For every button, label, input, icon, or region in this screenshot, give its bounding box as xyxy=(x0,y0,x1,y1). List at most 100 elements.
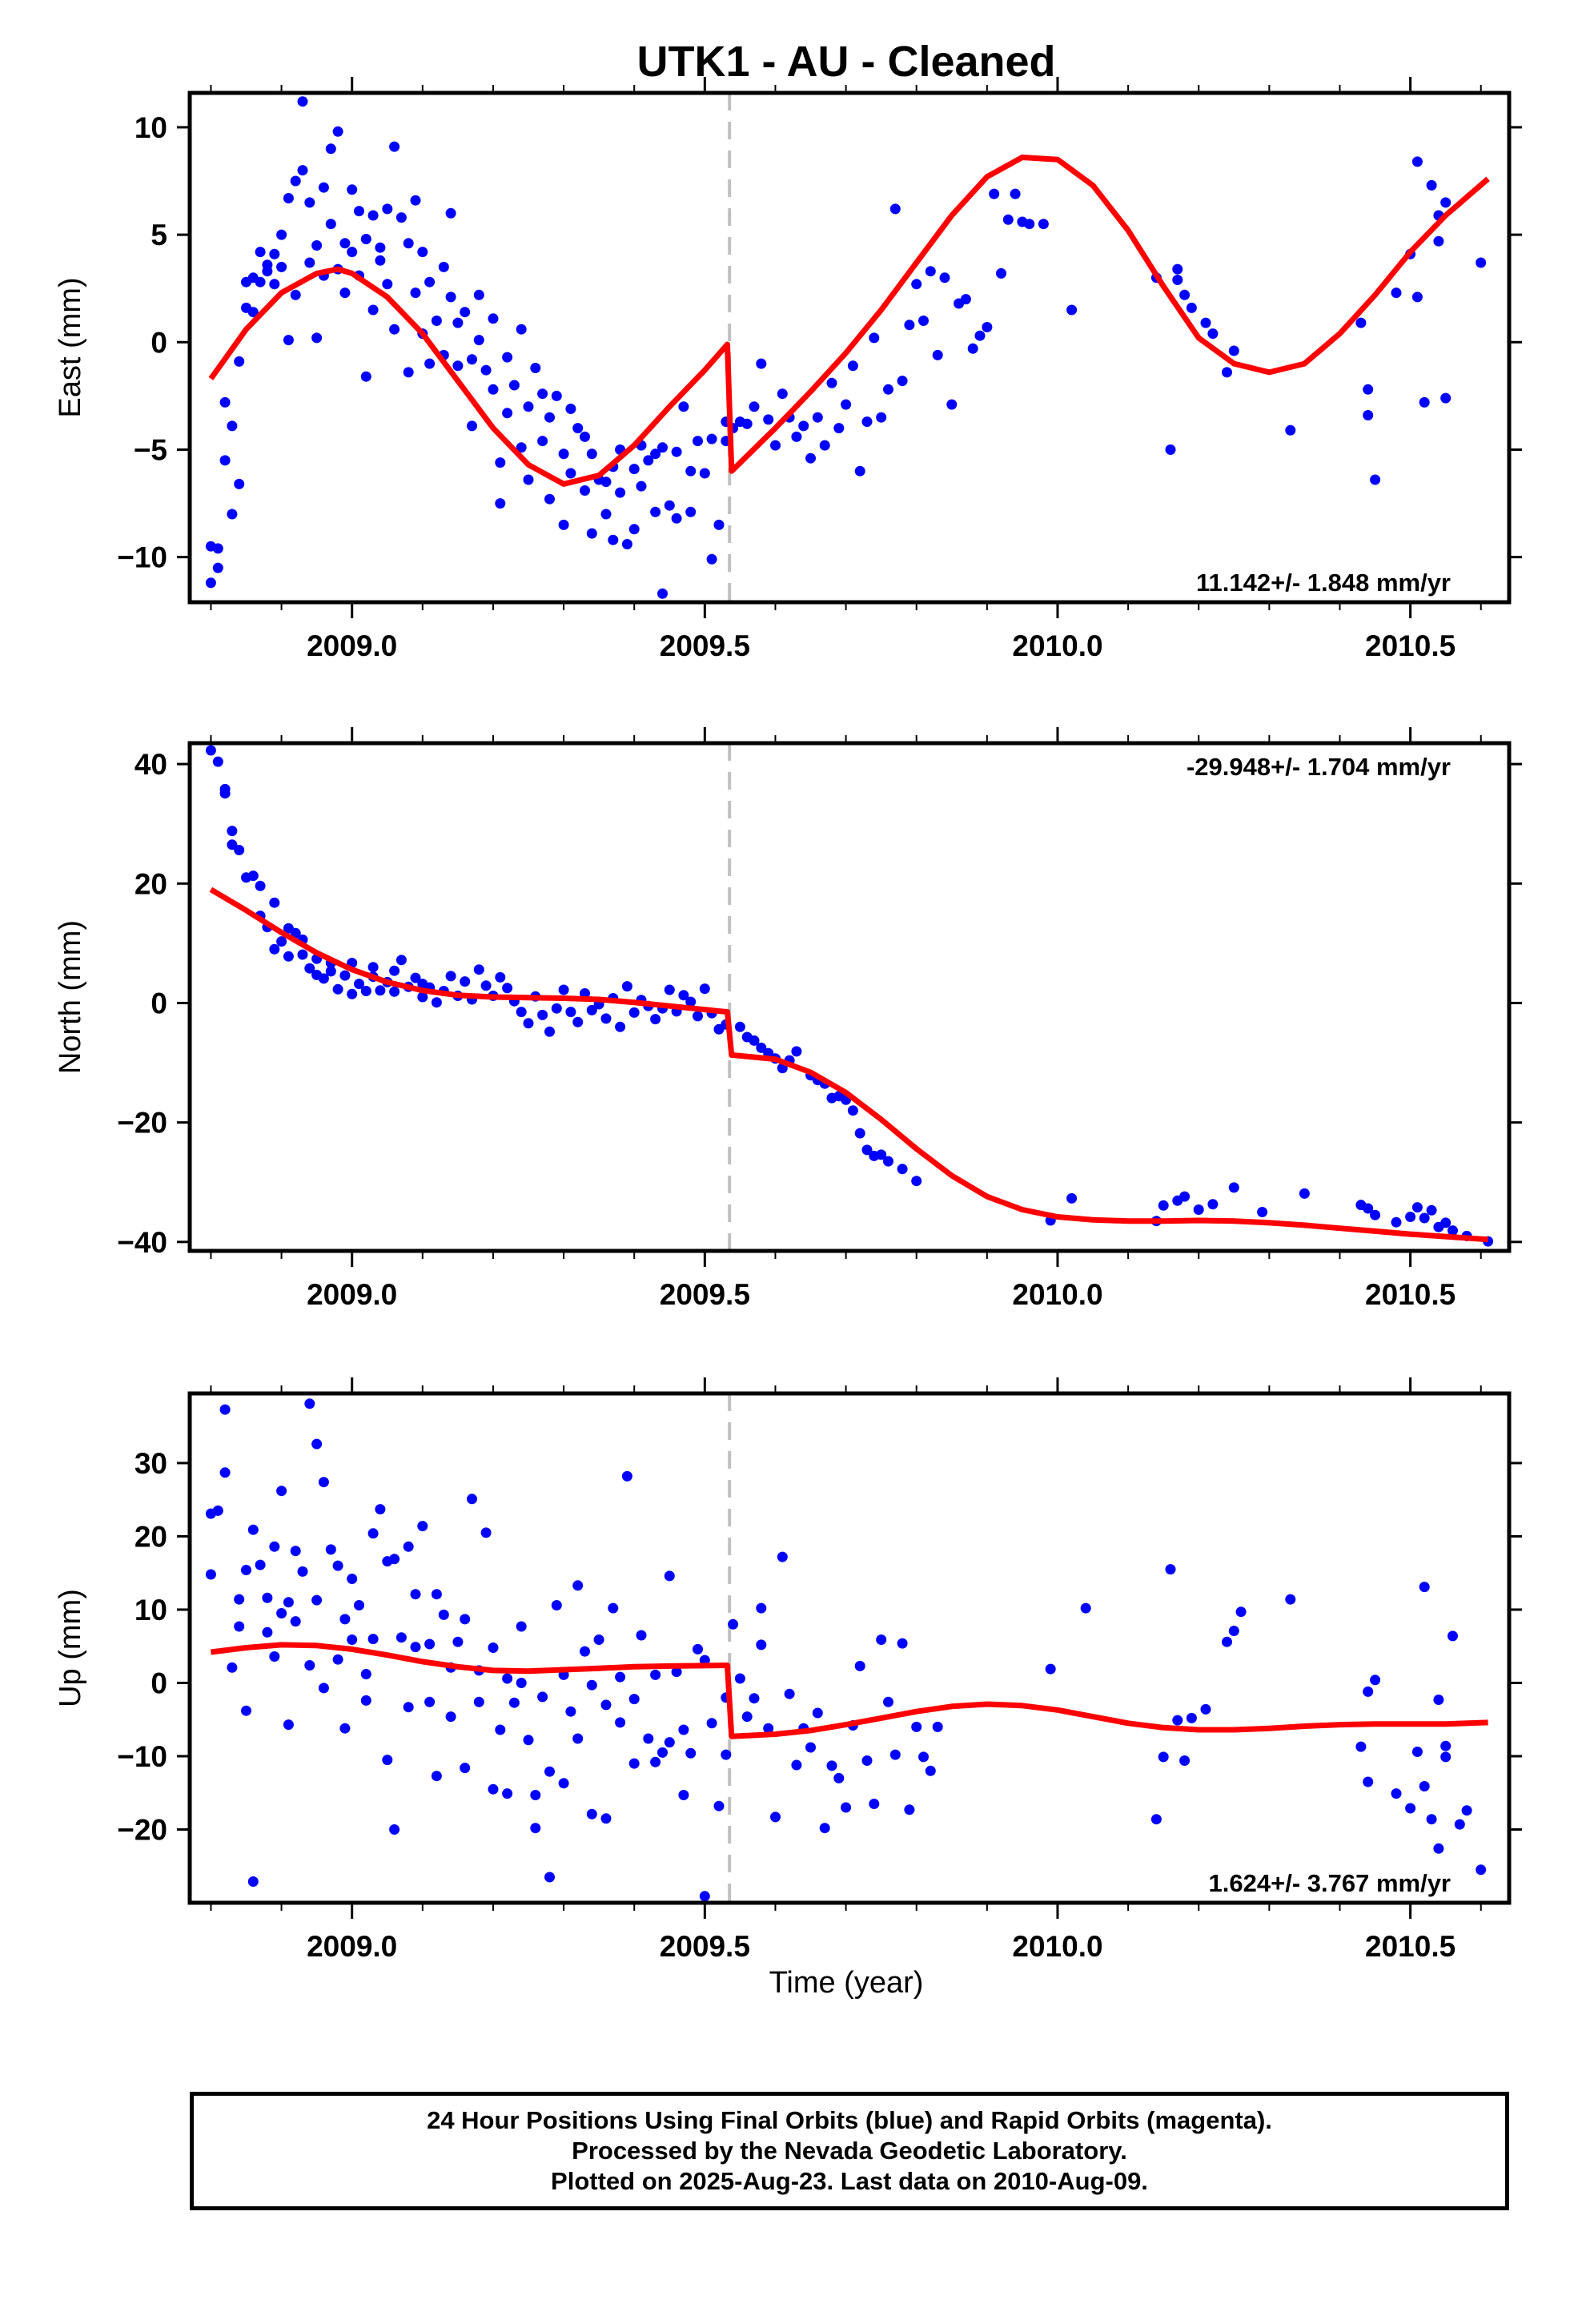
north-data-point xyxy=(234,845,245,855)
north-points xyxy=(205,745,1494,1247)
east-data-point xyxy=(311,240,323,251)
up-data-point xyxy=(1363,1686,1374,1697)
north-xtick-label: 2009.0 xyxy=(307,1278,397,1311)
north-data-point xyxy=(1440,1217,1452,1228)
east-data-point xyxy=(1002,214,1014,225)
east-data-point xyxy=(1165,444,1176,455)
up-rate-label: 1.624+/- 3.767 mm/yr xyxy=(1209,1869,1451,1897)
up-data-point xyxy=(883,1696,893,1707)
east-data-point xyxy=(445,292,456,303)
east-data-point xyxy=(996,267,1006,279)
north-data-point xyxy=(586,1004,597,1015)
east-data-point xyxy=(304,257,315,268)
up-data-point xyxy=(255,1559,266,1570)
up-data-point xyxy=(869,1799,880,1809)
north-data-point xyxy=(304,963,315,974)
east-data-point xyxy=(1476,257,1487,268)
up-data-point xyxy=(347,1634,358,1645)
north-data-point xyxy=(1411,1202,1423,1213)
up-data-point xyxy=(650,1756,661,1767)
east-data-point xyxy=(234,478,245,489)
north-data-point xyxy=(396,955,407,966)
north-data-point xyxy=(685,996,697,1007)
up-data-point xyxy=(643,1733,654,1744)
up-data-point xyxy=(424,1638,436,1650)
up-data-point xyxy=(424,1696,436,1707)
north-data-point xyxy=(290,927,301,939)
east-data-point xyxy=(699,468,710,479)
east-data-point xyxy=(403,367,414,378)
east-data-point xyxy=(565,468,576,479)
east-data-point xyxy=(833,423,845,434)
up-data-point xyxy=(932,1721,943,1732)
up-data-point xyxy=(247,1876,259,1887)
footer-caption-box: 24 Hour Positions Using Final Orbits (bl… xyxy=(190,2092,1509,2210)
up-data-point xyxy=(339,1614,351,1625)
east-ytick-label: 5 xyxy=(151,219,167,251)
east-data-point xyxy=(749,401,760,412)
up-data-point xyxy=(911,1721,922,1732)
east-panel: 10 5 0 −5 −10 2009.0 2009.5 2010.0 2010.5 East (m… xyxy=(54,77,1522,662)
east-xtick-label: 2009.0 xyxy=(307,629,397,662)
up-data-point xyxy=(1285,1594,1296,1605)
east-data-point xyxy=(889,203,901,215)
up-data-point xyxy=(502,1788,513,1799)
north-data-point xyxy=(227,839,238,850)
east-data-point xyxy=(396,212,407,223)
east-data-point xyxy=(297,165,308,176)
east-data-point xyxy=(812,412,823,423)
up-data-point xyxy=(389,1824,400,1835)
north-data-point xyxy=(269,897,280,908)
east-data-point xyxy=(650,448,661,460)
east-data-point xyxy=(276,261,287,272)
east-data-point xyxy=(615,487,626,498)
north-data-point xyxy=(431,997,442,1008)
up-data-point xyxy=(1179,1755,1191,1766)
east-data-point xyxy=(925,266,936,277)
north-data-point xyxy=(318,973,329,984)
north-data-point xyxy=(417,991,428,1003)
north-data-point xyxy=(523,1018,534,1029)
up-data-point xyxy=(396,1632,407,1643)
east-data-point xyxy=(685,465,697,476)
up-data-point xyxy=(558,1778,569,1789)
up-data-point xyxy=(664,1737,675,1748)
east-data-point xyxy=(276,229,287,240)
north-data-point xyxy=(699,983,710,995)
east-data-point xyxy=(460,307,471,318)
east-data-point xyxy=(325,143,336,155)
east-data-point xyxy=(488,384,499,395)
up-data-point xyxy=(664,1570,675,1582)
east-frame xyxy=(187,90,1512,605)
east-data-point xyxy=(424,276,436,287)
up-data-point xyxy=(219,1404,231,1415)
up-data-point xyxy=(1419,1781,1430,1791)
up-data-point xyxy=(318,1477,329,1488)
up-data-point xyxy=(212,1505,223,1516)
north-data-point xyxy=(756,1042,767,1053)
east-data-point xyxy=(960,294,971,305)
east-data-point xyxy=(360,234,371,244)
up-data-point xyxy=(805,1742,816,1753)
east-data-point xyxy=(558,448,569,460)
north-data-point xyxy=(1257,1207,1268,1217)
north-fit-curve xyxy=(209,887,1488,1243)
up-data-point xyxy=(234,1621,245,1632)
up-data-point xyxy=(367,1528,379,1539)
east-data-point xyxy=(389,324,400,335)
up-data-point xyxy=(678,1790,689,1800)
up-data-point xyxy=(1454,1819,1465,1830)
east-data-point xyxy=(904,320,915,331)
east-data-point xyxy=(227,509,238,520)
east-data-point xyxy=(1411,156,1423,167)
north-data-point xyxy=(897,1164,908,1175)
up-ytick-label: −10 xyxy=(117,1740,167,1773)
up-data-point xyxy=(311,1438,323,1449)
up-data-point xyxy=(269,1651,280,1662)
up-data-point xyxy=(763,1723,774,1734)
up-data-point xyxy=(636,1630,647,1641)
east-data-point xyxy=(1179,289,1191,300)
east-data-point xyxy=(1426,179,1437,191)
east-data-point xyxy=(586,528,597,539)
up-data-point xyxy=(410,1642,421,1653)
